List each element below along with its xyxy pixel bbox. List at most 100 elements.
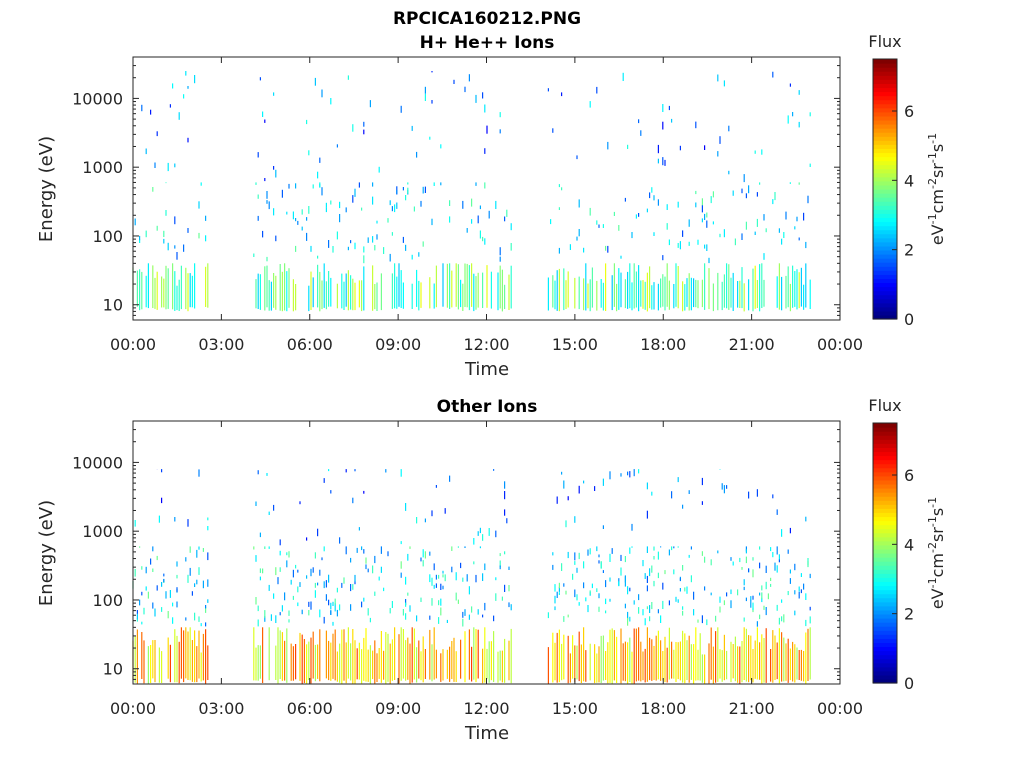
colorbar-step bbox=[873, 532, 897, 538]
unit-exponent: -2 bbox=[926, 542, 939, 553]
plot-frame-bottom bbox=[132, 420, 841, 685]
colorbar-frame bbox=[872, 422, 898, 684]
colorbar-step bbox=[873, 642, 897, 648]
x-tick-label: 18:00 bbox=[640, 335, 686, 354]
unit-exponent: -1 bbox=[926, 577, 939, 588]
colorbar-step bbox=[873, 618, 897, 623]
colorbar-step bbox=[873, 197, 897, 202]
colorbar-step bbox=[873, 658, 897, 664]
colorbar-step bbox=[873, 213, 897, 219]
y-tick-label: 100 bbox=[92, 591, 123, 610]
colorbar-step bbox=[873, 463, 897, 469]
unit-exponent: -1 bbox=[926, 133, 939, 144]
colorbar-step bbox=[873, 479, 897, 485]
colorbar-step bbox=[873, 496, 897, 501]
colorbar-step bbox=[873, 455, 897, 461]
colorbar-step bbox=[873, 152, 897, 158]
colorbar-step bbox=[873, 488, 897, 493]
colorbar-step bbox=[873, 544, 897, 550]
x-tick-label: 12:00 bbox=[463, 335, 509, 354]
colorbar-step bbox=[873, 233, 897, 239]
colorbar-step bbox=[873, 278, 897, 284]
colorbar-step bbox=[873, 662, 897, 668]
colorbar-step bbox=[873, 638, 897, 643]
colorbar-step bbox=[873, 613, 897, 619]
colorbar-step bbox=[873, 99, 897, 105]
colorbar-title-top: Flux bbox=[868, 32, 901, 51]
colorbar-step bbox=[873, 528, 897, 534]
unit-base: sr bbox=[928, 527, 947, 542]
colorbar-step bbox=[873, 459, 897, 465]
y-tick-label: 1000 bbox=[82, 158, 123, 177]
colorbar-step bbox=[873, 136, 897, 141]
y-axis-label-top: Energy (eV) bbox=[36, 136, 57, 242]
colorbar-step bbox=[873, 310, 897, 316]
colorbar-step bbox=[873, 678, 897, 684]
x-ticks-bottom: 00:00 03:00 06:00 09:00 12:00 15:00 18:00 21:00… bbox=[110, 421, 863, 718]
colorbar-step bbox=[873, 119, 897, 125]
y-tick-label: 10 bbox=[103, 660, 123, 679]
colorbar-step bbox=[873, 176, 897, 182]
colorbar-step bbox=[873, 258, 897, 263]
colorbar-unit-label: eV-1cm-2sr-1s-1 bbox=[926, 133, 947, 245]
colorbar-step bbox=[873, 107, 897, 113]
colorbar-step bbox=[873, 266, 897, 271]
colorbar-step bbox=[873, 569, 897, 574]
colorbar-step bbox=[873, 439, 897, 444]
colorbar-step bbox=[873, 520, 897, 526]
colorbar-step bbox=[873, 164, 897, 170]
colorbar-step bbox=[873, 451, 897, 457]
colorbar-step bbox=[873, 467, 897, 473]
colorbar-step bbox=[873, 262, 897, 267]
colorbar-step bbox=[873, 67, 897, 72]
colorbar-step bbox=[873, 103, 897, 109]
colorbar-tick-label: 6 bbox=[904, 466, 914, 485]
colorbar-step bbox=[873, 75, 897, 80]
unit-exponent: -1 bbox=[926, 213, 939, 224]
unit-base: cm bbox=[928, 553, 947, 577]
colorbar-step bbox=[873, 189, 897, 194]
y-ticks-bottom: 10 100 1000 10000 bbox=[72, 420, 840, 685]
colorbar-step bbox=[873, 427, 897, 432]
colorbar-step bbox=[873, 270, 897, 275]
colorbar-step bbox=[873, 306, 897, 312]
colorbar-step bbox=[873, 553, 897, 558]
colorbar-step bbox=[873, 557, 897, 562]
colorbar-step bbox=[873, 500, 897, 505]
colorbar-step bbox=[873, 548, 897, 554]
data-interval-2 bbox=[547, 469, 811, 684]
colorbar-step bbox=[873, 504, 897, 509]
colorbar-step bbox=[873, 597, 897, 603]
unit-exponent: -1 bbox=[926, 152, 939, 163]
colorbar-step bbox=[873, 475, 897, 481]
colorbar-step bbox=[873, 221, 897, 227]
panel-bottom-title: Other Ions bbox=[437, 397, 538, 417]
colorbar-step bbox=[873, 274, 897, 279]
colorbar-step bbox=[873, 435, 897, 440]
x-tick-label: 09:00 bbox=[375, 699, 421, 718]
unit-exponent: -1 bbox=[926, 516, 939, 527]
colorbar-step bbox=[873, 443, 897, 448]
colorbar-step bbox=[873, 524, 897, 530]
colorbar-step bbox=[873, 581, 897, 587]
x-tick-label: 21:00 bbox=[729, 699, 775, 718]
y-tick-label: 100 bbox=[92, 227, 123, 246]
colorbar-step bbox=[873, 605, 897, 611]
colorbar-step bbox=[873, 249, 897, 255]
colorbar-step bbox=[873, 201, 897, 206]
colorbar-step bbox=[873, 577, 897, 583]
colorbar-step bbox=[873, 670, 897, 676]
colorbar-step bbox=[873, 630, 897, 635]
y-tick-label: 1000 bbox=[82, 522, 123, 541]
colorbar-step bbox=[873, 225, 897, 231]
x-tick-label: 06:00 bbox=[287, 335, 333, 354]
colorbar-step bbox=[873, 294, 897, 300]
y-tick-label: 10 bbox=[103, 296, 123, 315]
y-axis-label-bottom: Energy (eV) bbox=[36, 500, 57, 606]
colorbar-step bbox=[873, 593, 897, 599]
unit-exponent: -2 bbox=[926, 178, 939, 189]
x-axis-label-bottom: Time bbox=[464, 723, 509, 744]
